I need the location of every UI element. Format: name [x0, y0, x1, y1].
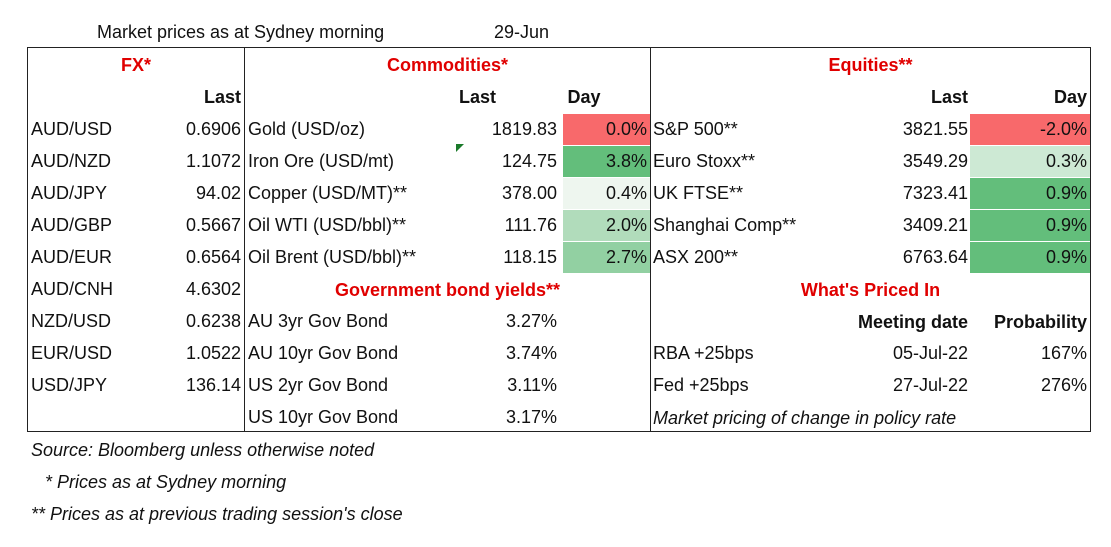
commodity-day: 0.4%	[605, 183, 647, 203]
equity-last: 3549.29	[902, 151, 968, 171]
fx-last: 4.6302	[185, 279, 241, 299]
priced-in-event: Fed +25bps	[653, 375, 749, 395]
probability-header: Probability	[993, 312, 1087, 332]
priced-in-heading: What's Priced In	[800, 280, 941, 300]
equity-name: ASX 200**	[653, 247, 739, 267]
fx-pair: AUD/GBP	[31, 215, 113, 235]
commodity-day: 2.0%	[605, 215, 647, 235]
bonds-heading: Government bond yields**	[334, 280, 561, 300]
equity-day: 0.9%	[1045, 215, 1087, 235]
commodity-last: 1819.83	[491, 119, 557, 139]
footnote-previous-close: ** Prices as at previous trading session…	[31, 504, 403, 524]
equity-name: UK FTSE**	[653, 183, 744, 203]
fx-last: 1.0522	[185, 343, 241, 363]
fx-pair: AUD/USD	[31, 119, 113, 139]
bond-name: US 2yr Gov Bond	[248, 375, 389, 395]
table-bottom-border	[27, 431, 1091, 432]
fx-pair: USD/JPY	[31, 375, 108, 395]
commodity-last: 124.75	[501, 151, 557, 171]
table-right-border	[1090, 47, 1091, 432]
fx-last: 1.1072	[185, 151, 241, 171]
bond-yield: 3.17%	[505, 407, 557, 427]
equity-day-cell	[970, 114, 1090, 145]
equities-last-header: Last	[930, 87, 968, 107]
fx-pair: AUD/CNH	[31, 279, 114, 299]
fx-pair: NZD/USD	[31, 311, 111, 331]
equity-day: 0.9%	[1045, 247, 1087, 267]
bond-yield: 3.27%	[505, 311, 557, 331]
fx-last: 94.02	[195, 183, 241, 203]
commodity-last: 378.00	[501, 183, 557, 203]
fx-heading: FX*	[120, 55, 151, 75]
priced-in-note: Market pricing of change in policy rate	[653, 408, 957, 428]
commodity-name: Gold (USD/oz)	[248, 119, 366, 139]
equity-last: 7323.41	[902, 183, 968, 203]
commodity-name: Oil Brent (USD/bbl)**	[248, 247, 417, 267]
equity-day-cell	[970, 178, 1090, 209]
equity-day: -2.0%	[1039, 119, 1087, 139]
commodity-day: 2.7%	[605, 247, 647, 267]
equity-name: Shanghai Comp**	[653, 215, 797, 235]
commodity-day-cell	[563, 210, 650, 241]
priced-in-probability: 167%	[1040, 343, 1087, 363]
priced-in-event: RBA +25bps	[653, 343, 754, 363]
fx-last: 0.6906	[185, 119, 241, 139]
equity-name: Euro Stoxx**	[653, 151, 756, 171]
bond-yield: 3.74%	[505, 343, 557, 363]
fx-last: 0.6564	[185, 247, 241, 267]
fx-last: 0.5667	[185, 215, 241, 235]
bond-name: AU 3yr Gov Bond	[248, 311, 389, 331]
equity-day: 0.9%	[1045, 183, 1087, 203]
commodity-name: Copper (USD/MT)**	[248, 183, 408, 203]
priced-in-probability: 276%	[1040, 375, 1087, 395]
price-date: 29-Jun	[494, 22, 550, 42]
table-left-border	[27, 47, 28, 432]
commodities-day-header: Day	[567, 87, 601, 107]
commodity-last: 111.76	[504, 215, 557, 235]
commodity-day-cell	[563, 114, 650, 145]
page-title: Market prices as at Sydney morning	[97, 22, 385, 42]
fx-pair: EUR/USD	[31, 343, 113, 363]
equity-day: 0.3%	[1045, 151, 1087, 171]
comment-marker-icon	[456, 144, 464, 152]
bond-name: US 10yr Gov Bond	[248, 407, 399, 427]
commodities-divider	[650, 47, 651, 432]
fx-last: 136.14	[185, 375, 241, 395]
meeting-date-header: Meeting date	[857, 312, 968, 332]
equity-last: 6763.64	[902, 247, 968, 267]
commodity-day: 0.0%	[605, 119, 647, 139]
fx-last-header: Last	[203, 87, 241, 107]
table-top-border	[27, 47, 1091, 48]
equity-last: 3821.55	[902, 119, 968, 139]
priced-in-date: 27-Jul-22	[892, 375, 968, 395]
commodity-name: Oil WTI (USD/bbl)**	[248, 215, 407, 235]
commodity-day: 3.8%	[605, 151, 647, 171]
fx-pair: AUD/EUR	[31, 247, 113, 267]
commodities-heading: Commodities*	[386, 55, 509, 75]
fx-pair: AUD/NZD	[31, 151, 111, 171]
equity-day-cell	[970, 210, 1090, 241]
commodity-day-cell	[563, 178, 650, 209]
commodities-last-header: Last	[458, 87, 496, 107]
footnote-sydney-morning: * Prices as at Sydney morning	[45, 472, 287, 492]
equity-day-cell	[970, 146, 1090, 177]
priced-in-date: 05-Jul-22	[892, 343, 968, 363]
fx-divider	[244, 47, 245, 432]
footnote-source: Source: Bloomberg unless otherwise noted	[31, 440, 375, 460]
bond-yield: 3.11%	[507, 375, 557, 395]
fx-last: 0.6238	[185, 311, 241, 331]
fx-pair: AUD/JPY	[31, 183, 108, 203]
equity-last: 3409.21	[902, 215, 968, 235]
equities-day-header: Day	[1053, 87, 1087, 107]
equity-day-cell	[970, 242, 1090, 273]
commodity-last: 118.15	[503, 247, 557, 267]
commodity-day-cell	[563, 242, 650, 273]
equity-name: S&P 500**	[653, 119, 738, 139]
equities-heading: Equities**	[828, 55, 913, 75]
commodity-name: Iron Ore (USD/mt)	[248, 151, 395, 171]
bond-name: AU 10yr Gov Bond	[248, 343, 399, 363]
commodity-day-cell	[563, 146, 650, 177]
